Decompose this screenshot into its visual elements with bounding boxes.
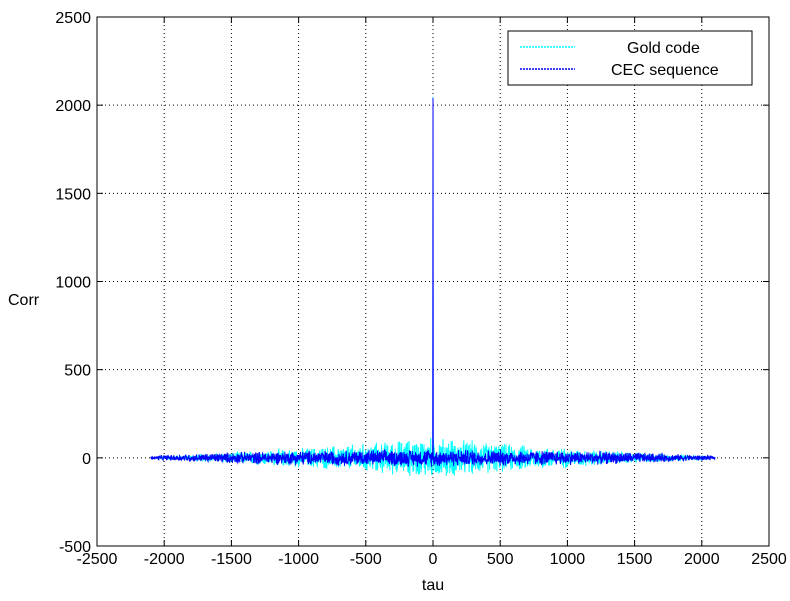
x-tick-label: 2500: [751, 551, 787, 568]
legend-box: [507, 30, 753, 86]
y-tick-label: 1000: [55, 275, 91, 292]
y-tick-label: 500: [64, 363, 91, 380]
legend-label-gold-code: Gold code: [627, 40, 700, 57]
y-tick-label: 0: [82, 451, 91, 468]
x-tick-label: -1500: [211, 551, 252, 568]
y-tick-label: 2500: [55, 10, 91, 27]
legend-label-cec-sequence: CEC sequence: [611, 62, 719, 79]
x-tick-label: -2000: [144, 551, 185, 568]
y-tick-label: 2000: [55, 98, 91, 115]
plot-series: [150, 96, 716, 477]
x-tick-label: 0: [429, 551, 438, 568]
x-tick-label: 500: [487, 551, 514, 568]
x-tick-label: 2000: [684, 551, 720, 568]
y-tick-label: -500: [59, 539, 91, 556]
y-tick-label: 1500: [55, 186, 91, 203]
x-axis-label: tau: [422, 577, 444, 594]
x-tick-label: -500: [350, 551, 382, 568]
x-tick-label: -2500: [77, 551, 118, 568]
x-tick-label: 1000: [550, 551, 586, 568]
x-tick-label: -1000: [278, 551, 319, 568]
legend: Gold code CEC sequence: [507, 30, 753, 86]
y-axis-label: Corr: [8, 292, 40, 309]
series-line-cec-sequence: [150, 98, 716, 467]
x-tick-label: 1500: [617, 551, 653, 568]
axis-ticks: -2500 -2000 -1500 -1000 -500 0 500 1000 1500 2000…: [55, 10, 786, 568]
